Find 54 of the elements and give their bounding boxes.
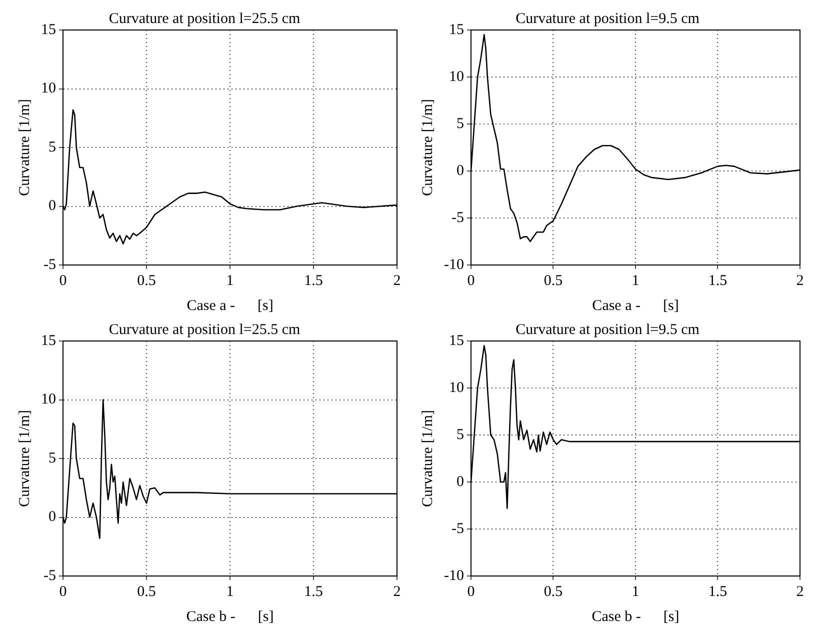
y-tick-label: 15 xyxy=(41,22,56,38)
y-tick-label: -10 xyxy=(444,256,464,273)
x-tick-label: 1.5 xyxy=(708,272,728,289)
x-tick-label: 1 xyxy=(632,584,640,600)
y-tick-label: 15 xyxy=(41,332,56,349)
y-axis-title: Curvature [1/m] xyxy=(420,410,436,508)
x-tick-label: 0.5 xyxy=(137,584,156,600)
y-axis-title: Curvature [1/m] xyxy=(16,98,33,196)
chart-title: Curvature at position l=9.5 cm xyxy=(516,10,700,27)
x-tick-label: 1 xyxy=(226,584,234,600)
chart-title: Curvature at position l=25.5 cm xyxy=(108,10,300,27)
y-axis-title: Curvature [1/m] xyxy=(420,98,436,196)
x-tick-label: 0.5 xyxy=(544,272,563,289)
y-tick-label: 5 xyxy=(48,450,56,466)
x-tick-label: 2 xyxy=(393,272,401,289)
x-tick-label: 2 xyxy=(796,584,804,600)
y-tick-label: 5 xyxy=(48,139,56,156)
x-tick-label: 0 xyxy=(59,272,67,289)
x-tick-label: 2 xyxy=(393,584,401,600)
y-tick-label: 15 xyxy=(448,332,464,349)
x-tick-label: 0 xyxy=(59,584,67,600)
y-tick-label: 10 xyxy=(41,392,56,408)
y-tick-label: -5 xyxy=(44,256,56,273)
chart-title: Curvature at position l=25.5 cm xyxy=(108,322,300,338)
y-tick-label: 10 xyxy=(448,68,464,85)
x-tick-label: 0.5 xyxy=(544,584,563,600)
y-tick-label: -10 xyxy=(444,568,464,584)
x-tick-label: 0 xyxy=(467,272,475,289)
y-tick-label: 0 xyxy=(456,162,464,179)
x-tick-label: 1.5 xyxy=(304,272,323,289)
x-tick-label: 1.5 xyxy=(304,584,323,600)
y-axis-title: Curvature [1/m] xyxy=(16,410,33,508)
x-axis-title: Case b - [s] xyxy=(592,608,680,625)
y-tick-label: 15 xyxy=(448,22,464,38)
y-tick-label: 10 xyxy=(448,380,464,396)
y-tick-label: 5 xyxy=(456,426,464,443)
x-tick-label: 0.5 xyxy=(137,272,156,289)
x-tick-label: 0 xyxy=(467,584,475,600)
x-axis-title: Case a - [s] xyxy=(186,298,274,314)
chart-title: Curvature at position l=9.5 cm xyxy=(516,322,700,338)
y-tick-label: 0 xyxy=(456,474,464,490)
y-tick-label: -5 xyxy=(44,568,56,584)
y-tick-label: 0 xyxy=(48,509,56,526)
x-tick-label: 2 xyxy=(796,272,804,289)
y-tick-label: 5 xyxy=(456,116,464,132)
y-tick-label: 10 xyxy=(41,80,56,97)
x-tick-label: 1 xyxy=(632,272,640,289)
y-tick-label: 0 xyxy=(48,198,56,214)
x-tick-label: 1.5 xyxy=(708,584,728,600)
y-tick-label: -5 xyxy=(451,210,464,226)
x-axis-title: Case b - [s] xyxy=(186,608,274,625)
x-tick-label: 1 xyxy=(226,272,234,289)
x-axis-title: Case a - [s] xyxy=(592,298,679,314)
y-tick-label: -5 xyxy=(451,520,464,537)
